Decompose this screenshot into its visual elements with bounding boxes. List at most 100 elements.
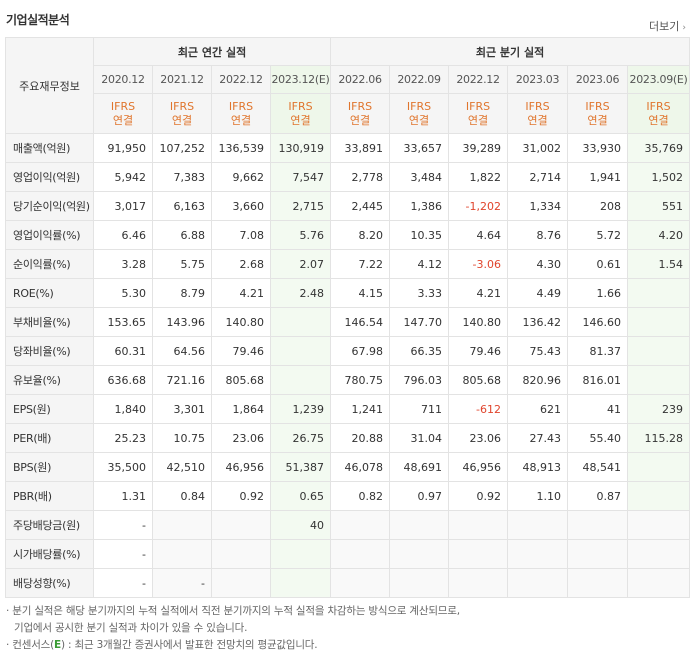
table-cell: 81.37 bbox=[567, 336, 629, 366]
consolidated-label: 연결 bbox=[408, 113, 430, 127]
table-cell: 5.30 bbox=[93, 278, 153, 308]
ifrs-basis-label: IFRS 연결 bbox=[93, 93, 153, 134]
table-cell: 6,163 bbox=[152, 191, 212, 221]
consolidated-label: 연결 bbox=[648, 113, 669, 127]
table-cell: 4.49 bbox=[507, 278, 569, 308]
table-cell: 1.66 bbox=[567, 278, 629, 308]
table-row: 영업이익(억원) 5,942 7,383 9,662 7,547 2,778 3,484 1,… bbox=[5, 162, 691, 192]
table-cell: - bbox=[93, 539, 153, 569]
table-cell: 48,913 bbox=[507, 452, 569, 482]
table-cell: 146.60 bbox=[567, 307, 629, 337]
table-cell: 4.30 bbox=[507, 249, 569, 279]
table-cell bbox=[627, 336, 691, 366]
table-cell: 147.70 bbox=[389, 307, 450, 337]
table-cell: 10.35 bbox=[389, 220, 450, 250]
table-cell: 6.88 bbox=[152, 220, 212, 250]
row-label: ROE(%) bbox=[5, 278, 94, 308]
table-cell: - bbox=[93, 510, 153, 540]
table-cell: 805.68 bbox=[211, 365, 271, 395]
table-cell: 1,502 bbox=[627, 162, 691, 192]
table-cell: 3.28 bbox=[93, 249, 153, 279]
table-cell: 46,078 bbox=[330, 452, 391, 482]
table-cell bbox=[567, 539, 629, 569]
row-label: 유보율(%) bbox=[5, 365, 94, 395]
table-cell: 31,002 bbox=[507, 133, 569, 163]
table-cell: 711 bbox=[389, 394, 450, 424]
table-row: BPS(원) 35,500 42,510 46,956 51,387 46,078 48,6… bbox=[5, 452, 691, 482]
table-cell: 130,919 bbox=[269, 133, 332, 163]
table-cell: 7,383 bbox=[152, 162, 212, 192]
ifrs-label: IFRS bbox=[465, 99, 491, 113]
period-header: 2023.03 bbox=[507, 65, 569, 94]
table-cell: 0.65 bbox=[269, 481, 332, 511]
period-header: 2023.06 bbox=[567, 65, 629, 94]
row-label: 당좌비율(%) bbox=[5, 336, 94, 366]
table-cell: 0.84 bbox=[152, 481, 212, 511]
table-cell: 115.28 bbox=[627, 423, 691, 453]
table-cell: 10.75 bbox=[152, 423, 212, 453]
row-label: 당기순이익(억원) bbox=[5, 191, 94, 221]
table-cell bbox=[269, 307, 332, 337]
ifrs-label: IFRS bbox=[169, 99, 195, 113]
table-cell: 66.35 bbox=[389, 336, 450, 366]
table-cell: 27.43 bbox=[507, 423, 569, 453]
table-cell: 9,662 bbox=[211, 162, 271, 192]
consolidated-label: 연결 bbox=[467, 113, 489, 127]
table-row: PER(배) 25.23 10.75 23.06 26.75 20.88 31.04 23.0… bbox=[5, 423, 691, 453]
table-cell: -612 bbox=[448, 394, 509, 424]
row-label: 영업이익률(%) bbox=[5, 220, 94, 250]
row-label: 배당성향(%) bbox=[5, 568, 94, 598]
table-cell: -1,202 bbox=[448, 191, 509, 221]
table-cell: 4.64 bbox=[448, 220, 509, 250]
table-cell: 796.03 bbox=[389, 365, 450, 395]
period-header: 2021.12 bbox=[152, 65, 212, 94]
table-cell: 780.75 bbox=[330, 365, 391, 395]
note-quarterly: · 분기 실적은 해당 분기까지의 누적 실적에서 직전 분기까지의 누적 실적… bbox=[6, 605, 460, 617]
table-row: 순이익률(%) 3.28 5.75 2.68 2.07 7.22 4.12 -3.06 4.30… bbox=[5, 249, 691, 279]
row-label: PBR(배) bbox=[5, 481, 94, 511]
row-label: 영업이익(억원) bbox=[5, 162, 94, 192]
table-cell: 0.87 bbox=[567, 481, 629, 511]
table-cell bbox=[330, 568, 391, 598]
table-cell: 140.80 bbox=[448, 307, 509, 337]
ifrs-basis-label: IFRS 연결 bbox=[269, 93, 332, 134]
ifrs-label: IFRS bbox=[585, 99, 610, 113]
table-cell bbox=[269, 539, 332, 569]
table-cell: 0.92 bbox=[448, 481, 509, 511]
table-cell: 1,840 bbox=[93, 394, 153, 424]
consolidated-label: 연결 bbox=[171, 113, 193, 127]
table-cell: 5.76 bbox=[269, 220, 332, 250]
table-cell bbox=[567, 568, 629, 598]
table-cell bbox=[389, 539, 450, 569]
table-cell: 1,334 bbox=[507, 191, 569, 221]
table-cell bbox=[448, 510, 509, 540]
table-cell bbox=[330, 539, 391, 569]
table-cell: 3,484 bbox=[389, 162, 450, 192]
table-cell: 0.97 bbox=[389, 481, 450, 511]
table-cell: 6.46 bbox=[93, 220, 153, 250]
consolidated-label: 연결 bbox=[349, 113, 371, 127]
table-cell: 25.23 bbox=[93, 423, 153, 453]
table-cell: 40 bbox=[269, 510, 332, 540]
ifrs-basis-label: IFRS 연결 bbox=[330, 93, 391, 134]
row-label: 시가배당률(%) bbox=[5, 539, 94, 569]
table-cell: - bbox=[152, 568, 212, 598]
row-label: EPS(원) bbox=[5, 394, 94, 424]
table-cell: 67.98 bbox=[330, 336, 391, 366]
table-cell: 721.16 bbox=[152, 365, 212, 395]
table-cell: 2,445 bbox=[330, 191, 391, 221]
table-cell: 64.56 bbox=[152, 336, 212, 366]
table-cell: 2.07 bbox=[269, 249, 332, 279]
ifrs-label: IFRS bbox=[406, 99, 432, 113]
table-cell: 1,239 bbox=[269, 394, 332, 424]
table-cell: 143.96 bbox=[152, 307, 212, 337]
table-cell: 621 bbox=[507, 394, 569, 424]
table-cell bbox=[627, 307, 691, 337]
more-link[interactable]: 더보기 › bbox=[649, 18, 686, 34]
row-label: BPS(원) bbox=[5, 452, 94, 482]
note-quarterly-cont: 기업에서 공시한 분기 실적과 차이가 있을 수 있습니다. bbox=[14, 622, 248, 634]
annual-group-header: 최근 연간 실적 bbox=[92, 37, 332, 66]
table-cell: 551 bbox=[627, 191, 691, 221]
table-cell: 1,864 bbox=[211, 394, 271, 424]
corner-label: 주요재무정보 bbox=[5, 37, 94, 134]
